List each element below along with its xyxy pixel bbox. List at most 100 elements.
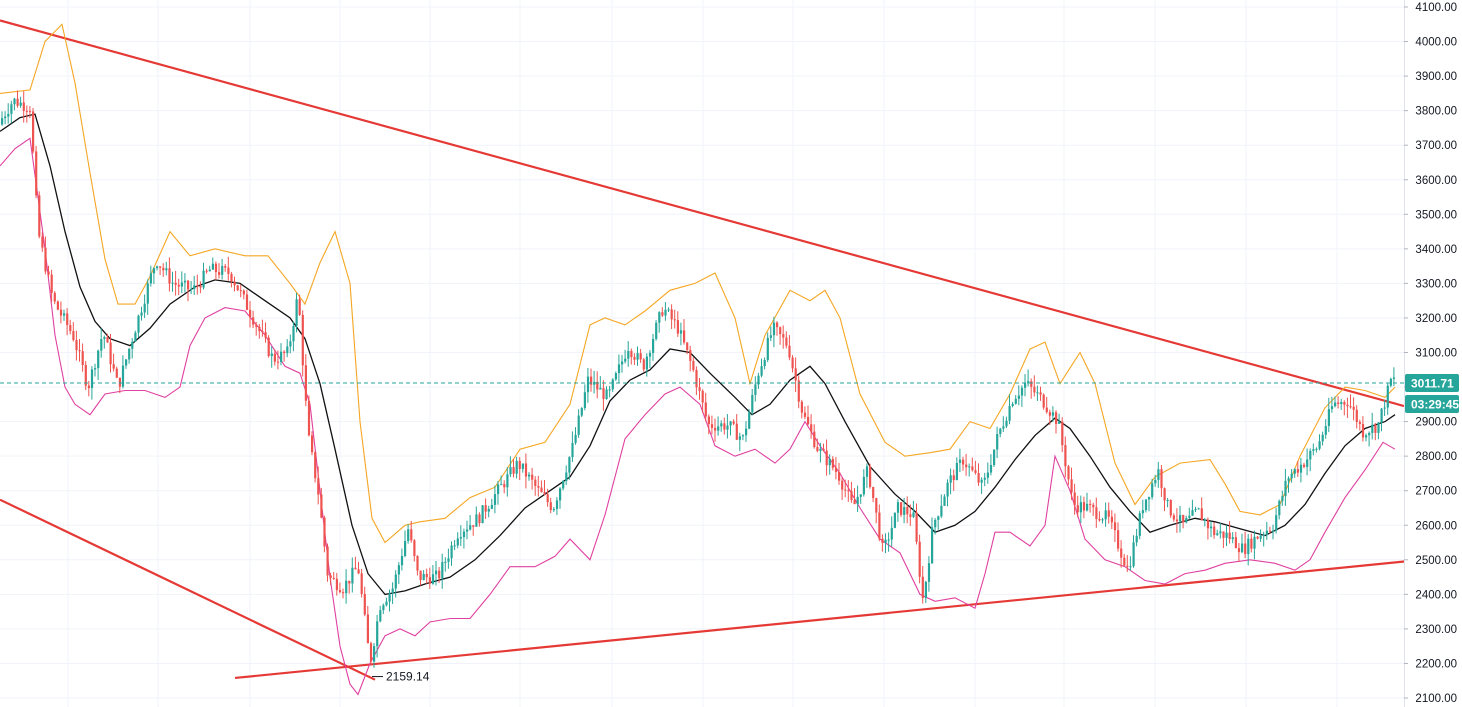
candle-body [1163, 488, 1166, 501]
candle [410, 520, 413, 543]
candle [639, 348, 642, 363]
candle [221, 258, 224, 280]
y-tick-label: 2200.00 [1415, 658, 1457, 670]
candle-body [466, 529, 469, 532]
candle [1312, 443, 1315, 456]
candle [673, 309, 676, 329]
candle [605, 386, 608, 400]
candle [1086, 492, 1089, 512]
candle-body [1337, 402, 1340, 404]
candle-body [205, 270, 208, 272]
candle-body [813, 431, 816, 448]
candle [1321, 431, 1324, 446]
candle-body [571, 442, 574, 458]
candle [208, 265, 211, 272]
candle-body [19, 102, 22, 106]
candle-body [586, 376, 590, 393]
candle-body [996, 433, 999, 450]
candle [1256, 535, 1259, 540]
candle-body [1299, 464, 1303, 473]
candle-body [1017, 395, 1020, 399]
candle-body [1175, 519, 1179, 522]
candle-body [208, 269, 211, 272]
candle-body [369, 643, 373, 662]
candle [822, 443, 825, 452]
candle-body [800, 401, 803, 413]
candle [540, 480, 543, 493]
candle-body [407, 529, 410, 541]
y-tick-label: 3300.00 [1415, 278, 1457, 290]
candle [1306, 448, 1309, 476]
candle-body [562, 481, 565, 489]
candle-body [828, 458, 831, 466]
trendline-upper-resistance[interactable] [0, 19, 1405, 408]
candle [425, 568, 428, 584]
candle-body [760, 366, 763, 376]
candle [593, 370, 596, 394]
candle [701, 389, 704, 413]
candle [397, 562, 400, 584]
candle [332, 571, 335, 580]
candle-body [283, 351, 286, 354]
candle [698, 377, 701, 400]
candle [78, 338, 81, 362]
candle [444, 557, 447, 572]
candle [555, 497, 559, 515]
candle [1365, 433, 1368, 442]
candle [1371, 412, 1374, 440]
trendline-layer [0, 19, 1405, 681]
candle [1117, 522, 1120, 552]
candle [1064, 436, 1067, 478]
candle [965, 453, 968, 476]
price-axis[interactable]: 4100.00 4000.00 3900.00 3800.00 3700.00 3600.… [1404, 0, 1462, 707]
candle [261, 319, 264, 337]
candle [797, 375, 800, 409]
candle [1309, 448, 1312, 472]
candle-body [1048, 412, 1051, 416]
candle-body [490, 504, 493, 509]
annotation-layer: 2159.14 [372, 670, 430, 684]
candle [1157, 461, 1160, 488]
candle [1095, 497, 1098, 528]
candle-body [1024, 383, 1027, 388]
candle-body [515, 460, 518, 474]
candle [236, 284, 239, 291]
candle [596, 371, 599, 399]
candle [937, 515, 940, 530]
candle [614, 371, 617, 381]
candle-body [376, 621, 379, 647]
candle [317, 466, 320, 505]
candle-body [704, 402, 707, 417]
candle-body [258, 326, 261, 332]
candle [881, 534, 884, 552]
candle [534, 476, 537, 496]
candle-body [149, 273, 152, 284]
candle [735, 414, 738, 441]
trendline-lower-support[interactable] [234, 560, 1405, 680]
candle [800, 399, 803, 419]
candle-body [559, 488, 562, 501]
candle-body [503, 484, 506, 488]
candle-body [791, 357, 794, 369]
candle-body [35, 151, 38, 196]
candle [1231, 532, 1234, 544]
candle [115, 366, 118, 379]
candle-body [410, 529, 413, 541]
trendline-lower-channel[interactable] [0, 498, 376, 681]
candle [242, 289, 245, 300]
candle-body [878, 512, 881, 539]
candle [413, 539, 416, 562]
candle [47, 265, 50, 278]
candle [214, 261, 218, 281]
candle-body [673, 319, 676, 321]
candle-body [298, 299, 301, 315]
candle [568, 456, 571, 480]
candle-body [230, 273, 233, 282]
candle-body [276, 361, 280, 363]
candle-body [856, 496, 859, 505]
candle-body [741, 435, 745, 437]
candle-body [648, 352, 652, 357]
candle [264, 322, 267, 343]
